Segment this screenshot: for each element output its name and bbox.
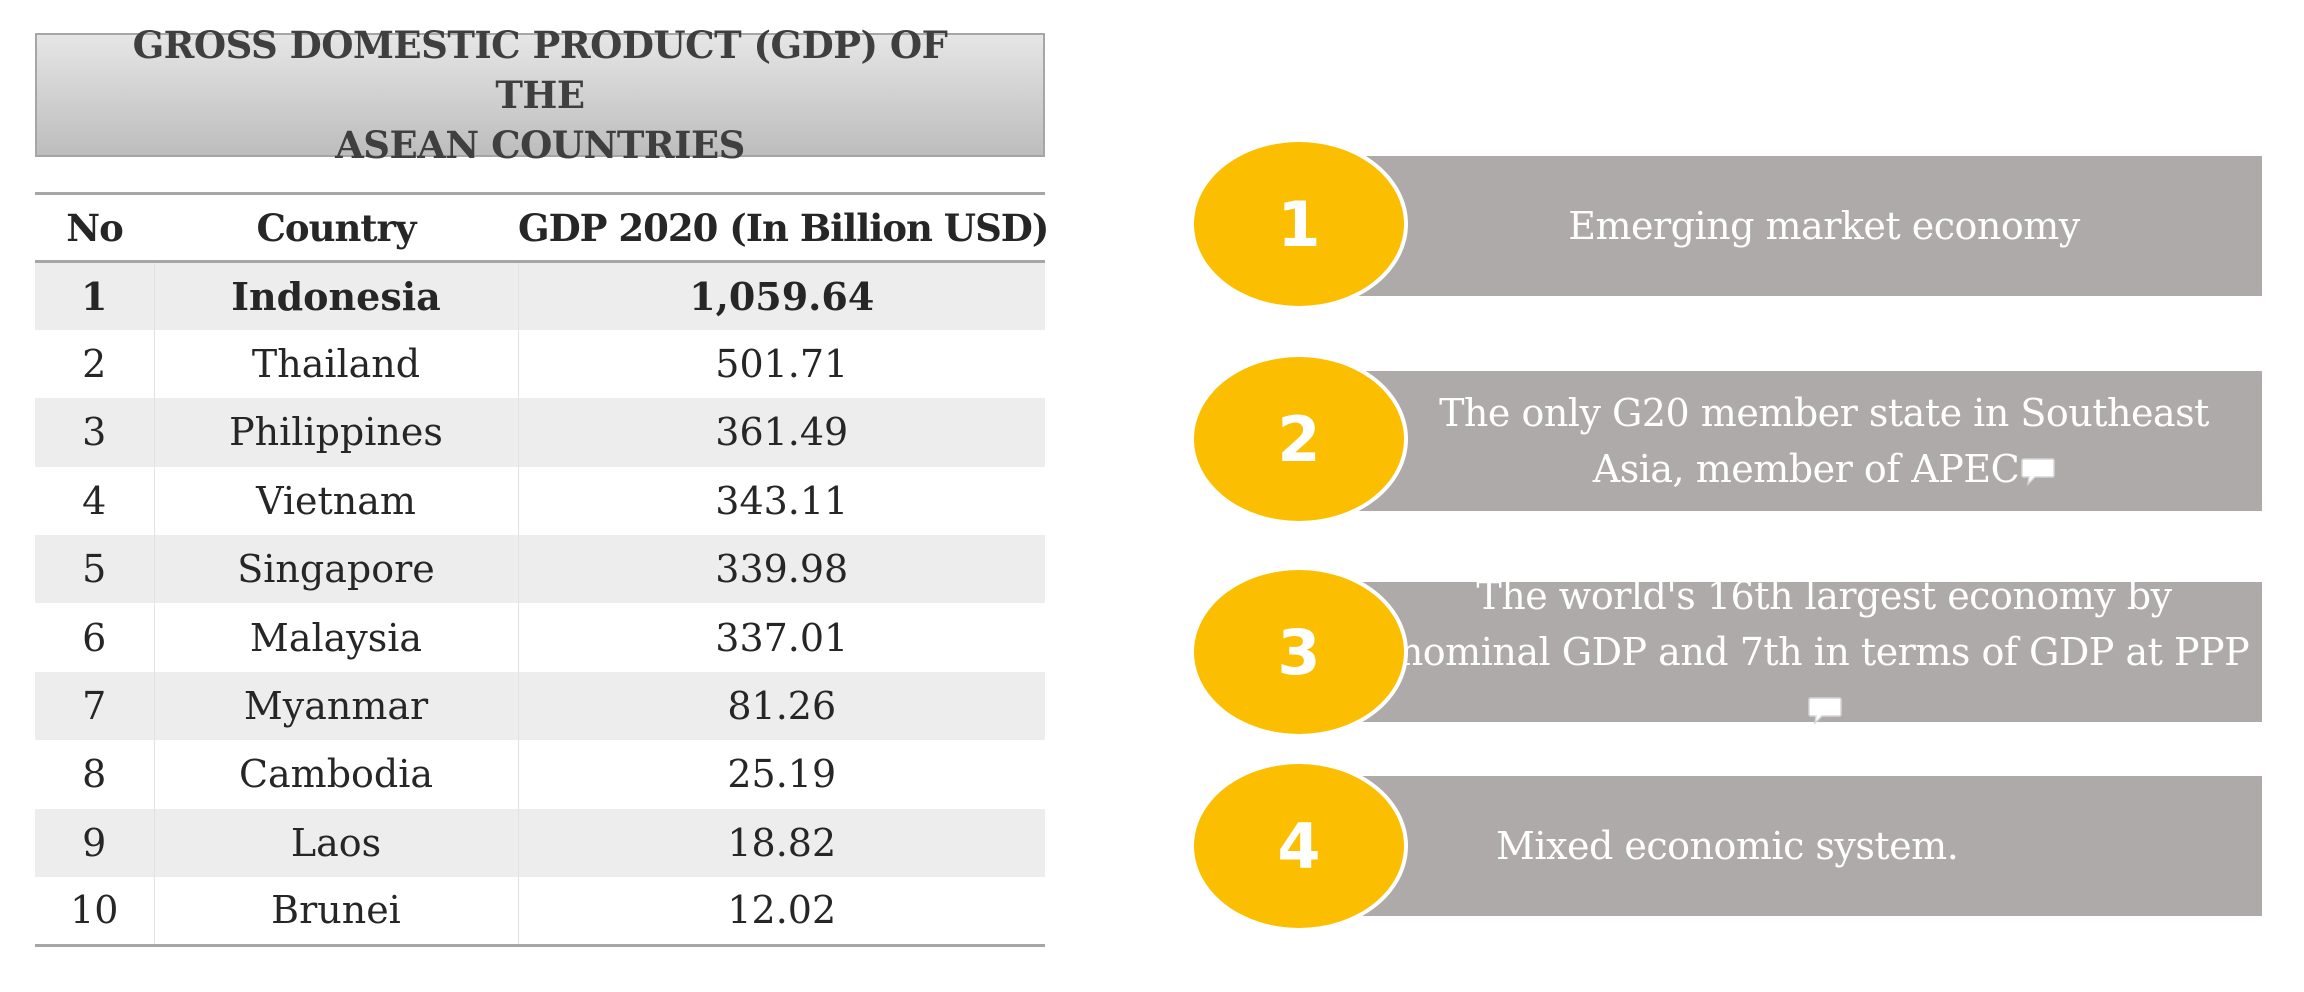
speech-bubble-comment-icon[interactable] [2021,456,2055,486]
table-row: 10 Brunei 12.02 [35,877,1045,946]
cell-country: Philippines [153,398,518,467]
cell-no: 5 [82,547,107,592]
feature-number: 3 [1277,615,1321,689]
feature-number: 2 [1277,402,1321,476]
cell-no: 6 [82,615,107,660]
table-row: 1 Indonesia 1,059.64 [35,261,1045,330]
cell-country: Myanmar [153,671,518,741]
feature-text-line-2: nominal GDP and 7th in terms of GDP at P… [1398,630,2250,674]
feature-bar: The only G20 member state in Southeast A… [1356,371,2262,511]
feature-number: 4 [1277,809,1321,883]
cell-country: Indonesia [153,261,518,330]
cell-gdp: 501.71 [517,329,1045,399]
table-title-banner: GROSS DOMESTIC PRODUCT (GDP) OF THE ASEA… [35,23,1045,167]
cell-gdp: 18.82 [517,808,1045,878]
feature-number-badge: 3 [1190,566,1408,738]
feature-text: Mixed economic system. [1496,824,1959,868]
feature-bar: Mixed economic system. [1356,776,2262,916]
feature-bar: The world's 16th largest economy by nomi… [1356,574,2262,725]
feature-number-badge: 1 [1190,138,1408,310]
feature-item-2: The only G20 member state in Southeast A… [1190,353,2262,525]
feature-item-1: Emerging market economy 1 [1190,138,2262,310]
feature-item-3: The world's 16th largest economy by nomi… [1190,566,2262,738]
cell-country: Vietnam [153,466,518,536]
table-title: GROSS DOMESTIC PRODUCT (GDP) OF THE ASEA… [110,20,970,170]
table-title-line-1: GROSS DOMESTIC PRODUCT (GDP) OF THE [132,23,948,117]
cell-no: 8 [82,752,107,797]
feature-number: 1 [1277,187,1321,261]
cell-no: 9 [82,820,107,865]
feature-number-badge: 2 [1190,353,1408,525]
cell-gdp: 12.02 [517,877,1045,946]
table-row: 5 Singapore 339.98 [35,535,1045,604]
header-country: Country [256,205,416,250]
cell-gdp: 337.01 [517,603,1045,672]
table-row: 9 Laos 18.82 [35,808,1045,878]
table-row: 6 Malaysia 337.01 [35,603,1045,672]
cell-country: Brunei [153,877,518,946]
feature-text: The world's 16th largest economy by nomi… [1396,568,2252,736]
cell-gdp: 343.11 [517,466,1045,536]
feature-bar: Emerging market economy [1356,156,2262,296]
cell-country: Singapore [153,535,518,604]
header-no: No [66,205,124,250]
feature-text-line-1: The world's 16th largest economy by [1476,574,2172,618]
gdp-table: No Country GDP 2020 (In Billion USD) 1 I… [35,192,1049,947]
cell-no: 1 [81,273,108,319]
cell-country: Cambodia [153,740,518,809]
feature-item-4: Mixed economic system. 4 [1190,760,2262,932]
feature-text: Emerging market economy [1568,204,2080,248]
feature-number-badge: 4 [1190,760,1408,932]
speech-bubble-comment-icon[interactable] [1808,695,1842,725]
cell-country: Thailand [153,329,518,399]
cell-no: 2 [82,342,107,387]
table-row: 3 Philippines 361.49 [35,398,1045,467]
feature-text-line-2: Asia, member of APEC [1592,447,2020,491]
feature-text-line-1: The only G20 member state in Southeast [1439,391,2209,435]
table-row: 7 Myanmar 81.26 [35,671,1045,741]
cell-country: Laos [153,808,518,878]
cell-gdp: 339.98 [517,535,1045,604]
feature-text: The only G20 member state in Southeast A… [1439,385,2209,497]
header-gdp: GDP 2020 (In Billion USD) [518,205,1049,250]
cell-no: 7 [82,684,107,729]
cell-gdp: 25.19 [517,740,1045,809]
cell-no: 4 [82,478,107,523]
table-header-row: No Country GDP 2020 (In Billion USD) [35,193,1049,262]
cell-gdp: 1,059.64 [517,261,1045,330]
cell-country: Malaysia [153,603,518,672]
cell-gdp: 361.49 [517,398,1045,467]
table-row: 4 Vietnam 343.11 [35,466,1045,536]
cell-gdp: 81.26 [517,671,1045,741]
table-row: 2 Thailand 501.71 [35,329,1045,399]
table-row: 8 Cambodia 25.19 [35,740,1045,809]
cell-no: 3 [82,410,107,455]
table-title-line-2: ASEAN COUNTRIES [335,123,745,167]
cell-no: 10 [70,888,119,933]
